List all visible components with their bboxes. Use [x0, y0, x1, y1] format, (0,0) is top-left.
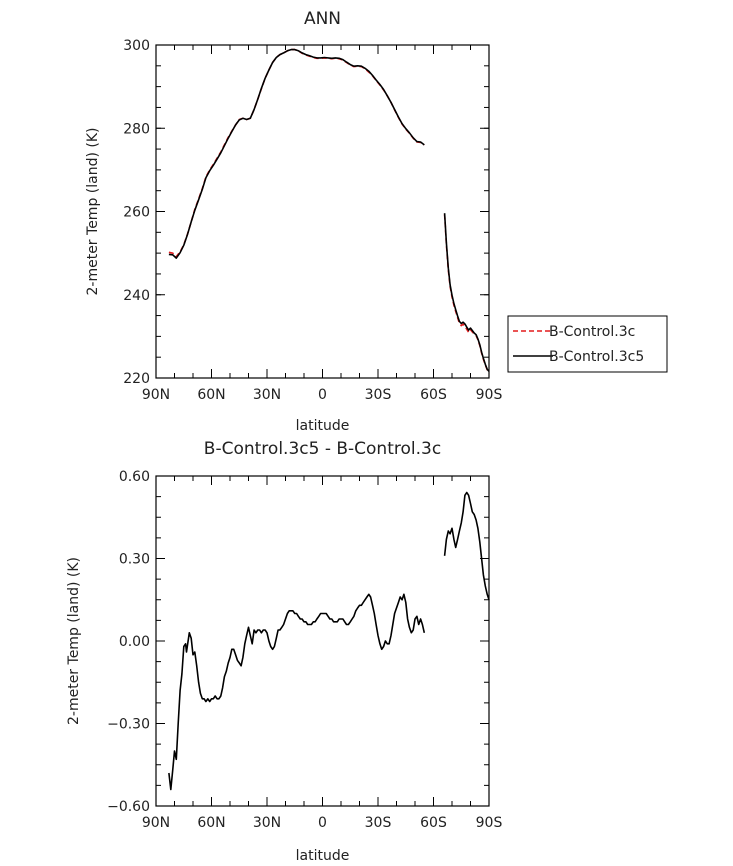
x-tick-label: 30N: [253, 387, 281, 403]
legend-label-1: B-Control.3c: [549, 324, 635, 340]
y-tick-label: 240: [123, 288, 150, 304]
series-line-1-segment-1: [168, 593, 426, 791]
x-tick-label: 0: [318, 815, 327, 831]
legend-box: [507, 315, 668, 373]
legend-label-2: B-Control.3c5: [549, 349, 644, 365]
x-tick-label: 60N: [197, 387, 225, 403]
chart-panel-2: 90N 60N 30N 0 30S 60S 90S −0.60 −0.30 0.00 0.30 0.6…: [66, 439, 502, 864]
x-tick-label: 90N: [142, 387, 170, 403]
x-tick-label: 60S: [420, 387, 447, 403]
x-tick-label: 30N: [253, 815, 281, 831]
y-axis-label: 2-meter Temp (land) (K): [66, 557, 82, 725]
y-tick-label: −0.60: [107, 799, 150, 815]
x-tick-label: 60S: [420, 815, 447, 831]
plot-frame: [155, 475, 490, 807]
y-axis-label: 2-meter Temp (land) (K): [85, 128, 101, 296]
legend: B-Control.3c B-Control.3c5: [507, 315, 668, 373]
series-line-2-segment-2: [443, 213, 490, 372]
chart-panel-1: 90N 60N 30N 0 30S 60S 90S 220 240 260 280 300 ANN lat…: [85, 9, 668, 434]
plot-frame: [155, 44, 490, 379]
x-tick-label: 90N: [142, 815, 170, 831]
series-line-1-segment-2: [443, 491, 490, 601]
chart-title: ANN: [304, 9, 341, 29]
y-tick-label: 0.60: [119, 469, 150, 485]
x-tick-label: 30S: [365, 815, 392, 831]
y-tick-label: −0.30: [107, 717, 150, 733]
y-tick-label: 0.00: [119, 634, 150, 650]
x-tick-label: 30S: [365, 387, 392, 403]
y-tick-label: 300: [123, 38, 150, 54]
x-axis-label: latitude: [296, 418, 350, 434]
series-line-1-segment-1: [168, 48, 425, 258]
x-tick-label: 0: [318, 387, 327, 403]
x-tick-label: 90S: [476, 387, 503, 403]
chart-title: B-Control.3c5 - B-Control.3c: [204, 439, 441, 459]
x-tick-label: 90S: [476, 815, 503, 831]
x-axis-label: latitude: [296, 848, 350, 864]
y-tick-label: 220: [123, 371, 150, 387]
y-tick-label: 280: [123, 121, 150, 137]
y-tick-label: 0.30: [119, 552, 150, 568]
series-line-2-segment-1: [168, 48, 425, 259]
x-tick-label: 60N: [197, 815, 225, 831]
y-tick-label: 260: [123, 205, 150, 221]
